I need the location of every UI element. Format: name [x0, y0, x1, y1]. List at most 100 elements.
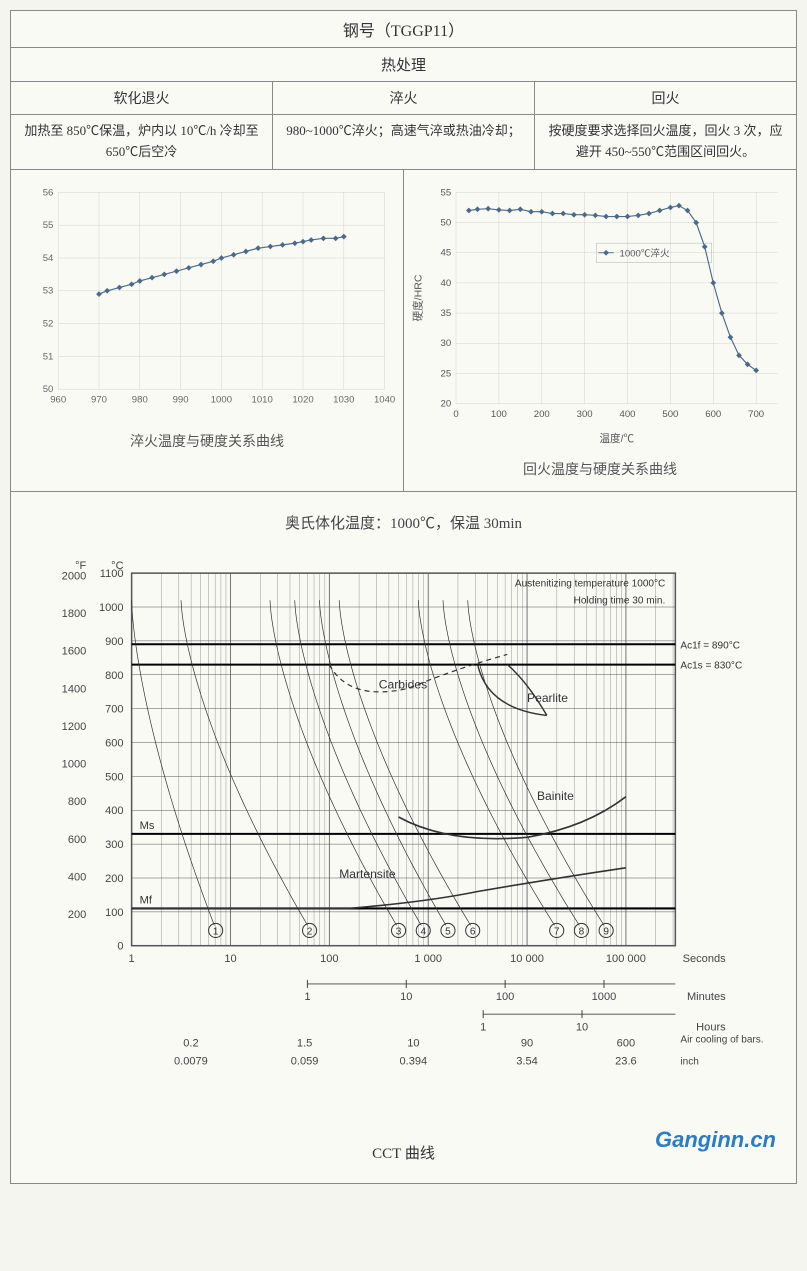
heat-treatment-title: 热处理: [11, 48, 796, 82]
tempering-header: 回火: [534, 82, 796, 114]
svg-text:400: 400: [105, 806, 123, 818]
svg-text:10: 10: [224, 953, 236, 965]
svg-text:9: 9: [603, 927, 609, 938]
quenching-header: 淬火: [272, 82, 534, 114]
svg-text:1000: 1000: [62, 759, 87, 771]
svg-text:500: 500: [662, 409, 678, 420]
svg-text:53: 53: [43, 285, 54, 296]
svg-text:300: 300: [577, 409, 593, 420]
svg-text:5: 5: [445, 927, 451, 938]
svg-text:23.6: 23.6: [615, 1056, 637, 1068]
svg-text:35: 35: [441, 308, 452, 319]
svg-text:700: 700: [105, 704, 123, 716]
svg-text:Austenitizing temperature 1000: Austenitizing temperature 1000°C: [515, 579, 665, 590]
svg-text:Ac1f = 890°C: Ac1f = 890°C: [680, 641, 740, 652]
svg-text:990: 990: [173, 394, 189, 405]
svg-text:0: 0: [117, 941, 123, 953]
document-container: 钢号（TGGP11） 热处理 软化退火 淬火 回火 加热至 850℃保温，炉内以…: [10, 10, 797, 1184]
svg-text:1600: 1600: [62, 646, 87, 658]
svg-text:1010: 1010: [252, 394, 273, 405]
svg-text:0.0079: 0.0079: [174, 1056, 208, 1068]
svg-text:1.5: 1.5: [297, 1038, 312, 1050]
annealing-desc: 加热至 850℃保温，炉内以 10℃/h 冷却至 650℃后空冷: [11, 115, 272, 169]
svg-text:400: 400: [68, 872, 86, 884]
svg-text:10: 10: [400, 991, 412, 1003]
process-desc-row: 加热至 850℃保温，炉内以 10℃/h 冷却至 650℃后空冷 980~100…: [11, 115, 796, 170]
svg-text:100: 100: [105, 907, 123, 919]
svg-text:100: 100: [320, 953, 338, 965]
svg-text:1000: 1000: [99, 602, 124, 614]
svg-text:100: 100: [496, 991, 514, 1003]
svg-text:200: 200: [534, 409, 550, 420]
svg-text:6: 6: [470, 927, 476, 938]
process-header-row: 软化退火 淬火 回火: [11, 82, 796, 115]
svg-text:970: 970: [91, 394, 107, 405]
svg-text:600: 600: [68, 834, 86, 846]
svg-text:7: 7: [554, 927, 560, 938]
quenching-desc: 980~1000℃淬火；高速气淬或热油冷却；: [272, 115, 534, 169]
svg-text:Ac1s = 830°C: Ac1s = 830°C: [680, 661, 742, 672]
svg-text:1: 1: [304, 991, 310, 1003]
svg-text:3: 3: [396, 927, 402, 938]
svg-text:1030: 1030: [333, 394, 354, 405]
svg-text:硬度/HRC: 硬度/HRC: [411, 274, 424, 321]
svg-text:Martensite: Martensite: [339, 867, 396, 881]
svg-text:50: 50: [441, 217, 452, 228]
svg-text:0: 0: [453, 409, 458, 420]
svg-text:1000: 1000: [592, 991, 617, 1003]
svg-text:Seconds: Seconds: [683, 953, 727, 965]
svg-text:400: 400: [620, 409, 636, 420]
svg-text:56: 56: [43, 187, 54, 198]
svg-text:inch: inch: [680, 1057, 698, 1068]
svg-text:1: 1: [213, 927, 219, 938]
svg-text:Minutes: Minutes: [687, 991, 726, 1003]
chart-temper-hardness: 20253035404550550100200300400500600700温度…: [403, 170, 796, 492]
svg-text:55: 55: [441, 187, 452, 198]
svg-text:100 000: 100 000: [606, 953, 646, 965]
svg-text:600: 600: [105, 738, 123, 750]
svg-text:40: 40: [441, 277, 452, 288]
quench-chart-svg: 5051525354555696097098099010001010102010…: [15, 178, 399, 418]
svg-text:1800: 1800: [62, 608, 87, 620]
svg-text:温度/℃: 温度/℃: [600, 432, 635, 445]
svg-text:1: 1: [129, 953, 135, 965]
svg-text:200: 200: [68, 910, 86, 922]
svg-text:700: 700: [748, 409, 764, 420]
svg-text:1 000: 1 000: [414, 953, 442, 965]
svg-text:800: 800: [68, 797, 86, 809]
svg-text:Bainite: Bainite: [537, 789, 574, 803]
svg-text:10: 10: [407, 1038, 419, 1050]
svg-text:Carbides: Carbides: [379, 678, 427, 692]
svg-text:10: 10: [576, 1022, 588, 1034]
svg-text:Air cooling of bars. Ø mm: Air cooling of bars. Ø mm: [680, 1035, 766, 1046]
tempering-desc: 按硬度要求选择回火温度，回火 3 次，应避开 450~550℃范围区间回火。: [534, 115, 796, 169]
temper-chart-svg: 20253035404550550100200300400500600700温度…: [408, 178, 792, 447]
svg-text:0.394: 0.394: [400, 1056, 428, 1068]
watermark-text: Ganginn.cn: [655, 1127, 776, 1153]
svg-text:800: 800: [105, 670, 123, 682]
cct-chart-svg: 010020030040050060070080090010001100°C20…: [41, 553, 766, 1117]
svg-text:600: 600: [705, 409, 721, 420]
svg-text:54: 54: [43, 252, 54, 263]
svg-text:Pearlite: Pearlite: [527, 691, 568, 705]
svg-text:3.54: 3.54: [516, 1056, 538, 1068]
svg-text:10 000: 10 000: [510, 953, 544, 965]
svg-text:Ms: Ms: [140, 820, 155, 832]
svg-text:8: 8: [579, 927, 585, 938]
svg-text:20: 20: [441, 398, 452, 409]
cct-title: 奥氏体化温度：1000℃，保温 30min: [41, 512, 766, 533]
svg-text:300: 300: [105, 840, 123, 852]
annealing-header: 软化退火: [11, 82, 272, 114]
chart2-caption: 回火温度与硬度关系曲线: [408, 451, 792, 483]
svg-text:2000: 2000: [62, 571, 87, 583]
svg-text:1000℃淬火: 1000℃淬火: [620, 247, 670, 259]
svg-text:90: 90: [521, 1038, 533, 1050]
svg-text:600: 600: [617, 1038, 635, 1050]
charts-row: 5051525354555696097098099010001010102010…: [11, 170, 796, 493]
steel-grade-title: 钢号（TGGP11）: [11, 11, 796, 48]
cct-section: 奥氏体化温度：1000℃，保温 30min 010020030040050060…: [11, 492, 796, 1183]
svg-text:Holding time 30 min.: Holding time 30 min.: [574, 596, 666, 607]
svg-text:52: 52: [43, 318, 54, 329]
svg-text:1400: 1400: [62, 684, 87, 696]
svg-text:°C: °C: [111, 561, 123, 573]
